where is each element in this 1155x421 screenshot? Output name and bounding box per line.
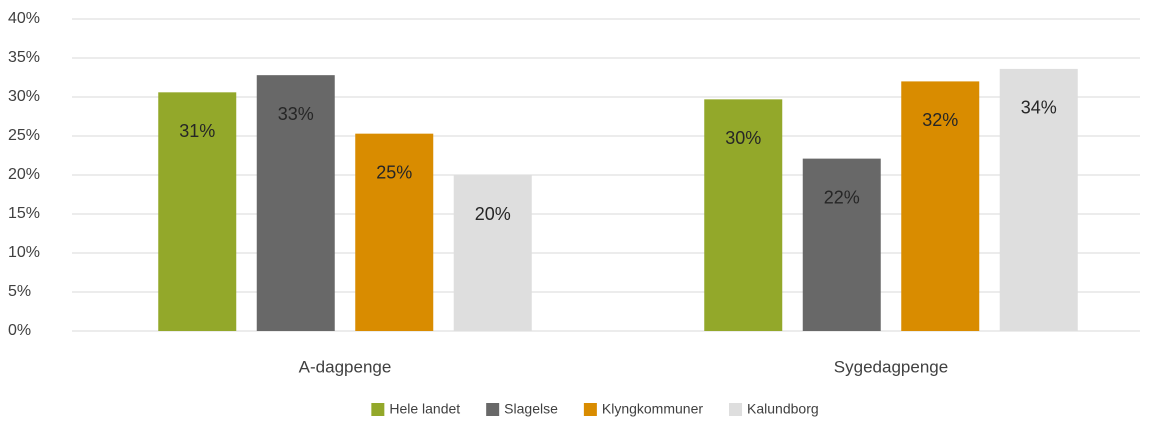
legend-swatch [729, 403, 743, 416]
data-label: 31% [179, 121, 215, 141]
y-tick-label: 10% [8, 244, 40, 261]
legend-swatch [486, 403, 500, 416]
x-tick-label: Sygedagpenge [834, 357, 948, 376]
y-tick-label: 25% [8, 127, 40, 144]
y-tick-label: 0% [8, 322, 31, 339]
legend-swatch [583, 403, 597, 416]
bar [901, 81, 980, 332]
bar [704, 99, 783, 331]
data-label: 30% [725, 128, 761, 148]
data-label: 20% [475, 204, 511, 224]
y-tick-label: 20% [8, 166, 40, 183]
y-tick-label: 35% [8, 49, 40, 66]
bar [158, 92, 237, 331]
legend-label: Hele landet [389, 401, 460, 417]
data-label: 34% [1021, 98, 1057, 118]
data-label: 22% [824, 187, 860, 207]
bar [999, 68, 1078, 332]
data-label: 32% [922, 110, 958, 130]
bar [802, 158, 881, 331]
legend-label: Klyngkommuner [602, 401, 703, 417]
bar [355, 133, 434, 331]
legend-label: Slagelse [504, 401, 558, 417]
y-tick-label: 40% [8, 10, 40, 27]
data-label: 33% [278, 104, 314, 124]
bar [256, 75, 335, 331]
bar [453, 175, 532, 331]
data-label: 25% [376, 162, 412, 182]
x-tick-label: A-dagpenge [299, 357, 392, 376]
y-tick-label: 30% [8, 88, 40, 105]
y-tick-label: 15% [8, 205, 40, 222]
y-tick-label: 5% [8, 283, 31, 300]
legend-label: Kalundborg [747, 401, 819, 417]
legend-swatch [371, 403, 385, 416]
